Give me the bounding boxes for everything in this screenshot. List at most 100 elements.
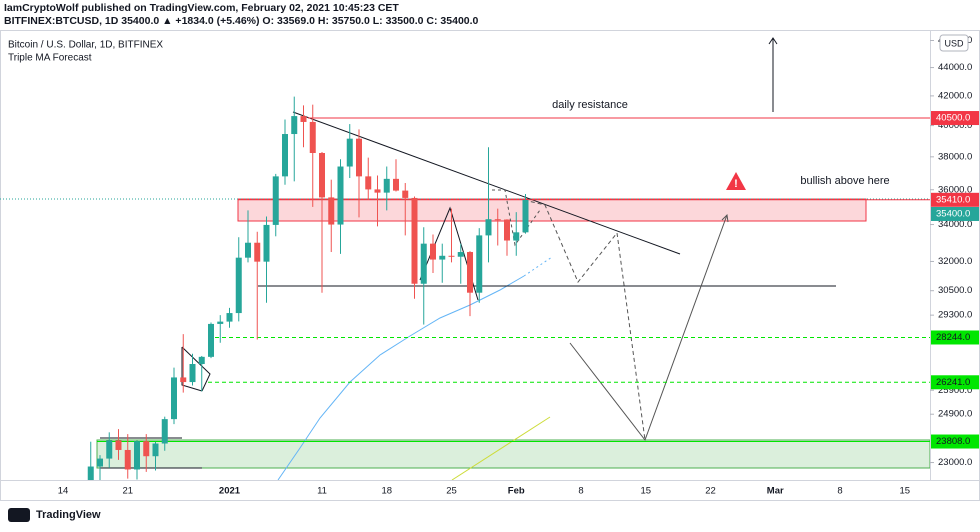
x-tick-label: Mar [767,486,784,497]
candle-body [217,321,224,324]
currency: USD [944,38,964,48]
x-tick-label: 11 [317,486,327,497]
candle-body [430,243,436,260]
forecast-path [569,214,728,442]
candle-body [485,219,492,236]
candle-body [457,252,464,257]
x-tick-label: Feb [508,486,525,497]
level-tag [931,111,979,126]
candle-body [208,323,214,357]
arrow-head [721,213,729,223]
candle-body [513,232,520,241]
candle-body [198,356,205,365]
y-tick-label: 30500.0 [938,285,972,296]
candle-body [337,166,344,225]
candle-body [439,255,446,260]
candle-body [402,190,409,198]
support-zone [96,439,930,469]
candle-body [393,178,399,191]
candle-body [87,466,94,480]
level-tag [931,206,979,221]
trendline [292,111,681,255]
chart-title: Bitcoin / U.S. Dollar, 1D, BITFINEX [8,40,163,51]
y-tick-label: 32000.0 [938,256,972,267]
candle-body [226,313,233,322]
candle-body [309,121,316,153]
slow-average [451,416,551,480]
candle-body [189,364,196,383]
forecast-path [523,199,646,441]
candle-body [448,255,455,257]
symbol-line: BITFINEX:BTCUSD, 1D 35400.0 ▲ +1834.0 (+… [4,15,479,27]
x-tick-label: 8 [837,486,842,497]
level-label: 23808.0 [936,436,970,447]
flag [181,347,203,392]
chart-subtitle: Triple MA Forecast [8,53,92,64]
candle-body [245,242,251,258]
candle-body [467,252,473,293]
x-tick-label: 14 [58,486,69,497]
candle-body [411,197,418,284]
level-tag [931,330,979,345]
candle-body [346,138,353,167]
candle-body [254,242,261,262]
candle-body [374,189,381,193]
level-label: 35410.0 [936,194,970,205]
level-tag [931,434,979,449]
y-tick-label: 25900.0 [938,385,972,396]
x-tick-label: 22 [705,486,716,497]
annotation: bullish above here [800,175,889,187]
arrow-head [768,37,778,45]
x-tick-label: 15 [640,486,651,497]
candle-body [152,443,159,457]
level-tag [931,192,979,207]
candle-body [171,377,177,420]
warning-icon [726,172,746,190]
candle-body [272,176,279,225]
candle-body [504,219,510,241]
moving-average [277,275,525,480]
ma-projection [523,256,553,277]
y-tick-label: 42000.0 [938,90,972,101]
price-axis: 46000.044000.042000.040000.038000.036000… [930,35,972,468]
candle-body [106,440,113,459]
candle-body [97,458,103,467]
candle-body [115,440,122,450]
y-tick-label: 44000.0 [938,62,972,73]
y-tick-label: 24900.0 [938,409,972,420]
candle-body [476,235,483,293]
brand-logo [8,508,30,522]
currency-box[interactable] [939,34,969,52]
candle-body [134,441,140,470]
x-tick-label: 8 [578,486,583,497]
candle-body [300,116,307,122]
y-tick-label: 38000.0 [938,151,972,162]
y-tick-label: 34000.0 [938,219,972,230]
annotation: daily resistance [552,99,628,111]
level-label: 26241.0 [936,377,970,388]
level-tag [931,375,979,390]
candle-body [383,178,390,193]
level-label: 28244.0 [936,332,970,343]
candle-body [291,116,298,135]
candle-body [282,134,288,177]
candle-body [124,449,131,470]
x-tick-label: 18 [381,486,392,497]
plot-area: ! [0,37,930,480]
chart-frame [0,30,980,501]
y-tick-label: 40000.0 [938,120,972,131]
author-line: IamCryptoWolf published on TradingView.c… [4,2,399,14]
candle-body [235,257,242,314]
x-tick-label: 25 [446,486,457,497]
candle-body [420,243,427,284]
candle-body [356,138,362,177]
y-tick-label: 29300.0 [938,310,972,321]
flag [181,346,211,392]
candle-body [494,219,501,221]
candle-body [319,152,325,198]
candle-body [328,197,335,225]
brand: TradingView [36,509,101,521]
x-tick-label: 21 [122,486,133,497]
